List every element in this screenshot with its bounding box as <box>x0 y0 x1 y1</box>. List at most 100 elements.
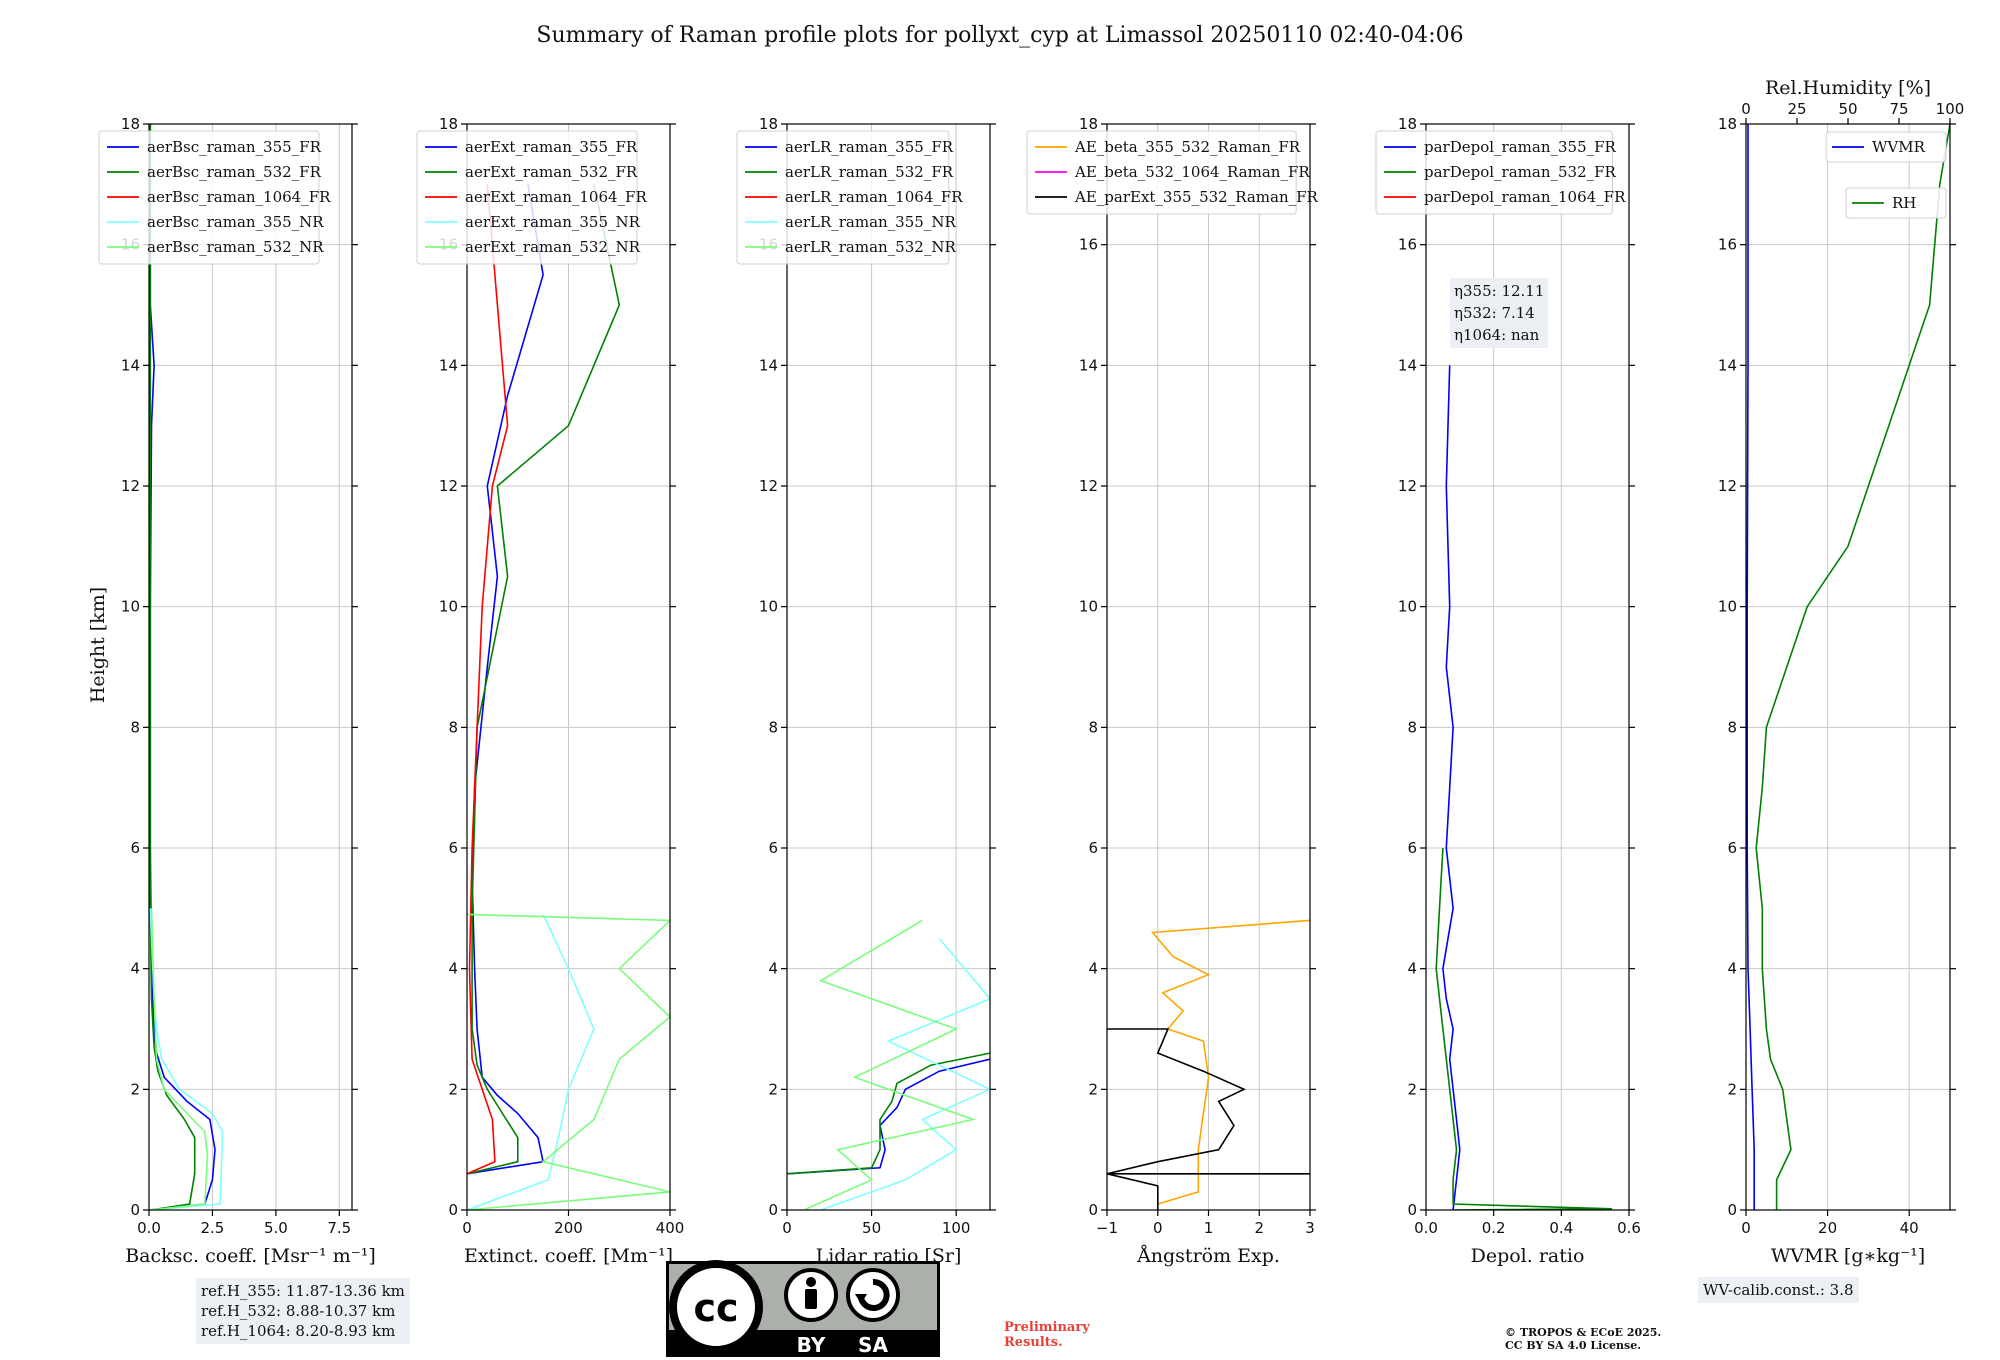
legend-label: parDepol_raman_532_FR <box>1424 163 1617 181</box>
y-tick-label: 0 <box>1088 1201 1098 1219</box>
eta-532: η532: 7.14 <box>1454 304 1535 322</box>
y-tick-label: 8 <box>130 718 140 736</box>
figure-title: Summary of Raman profile plots for polly… <box>536 23 1463 48</box>
axes-frame <box>148 123 353 1211</box>
y-tick-label: 2 <box>130 1080 140 1098</box>
y-tick-label: 10 <box>1398 598 1417 616</box>
x-axis-label: Extinct. coeff. [Mm⁻¹] <box>464 1245 673 1267</box>
legend-lidar_ratio: aerLR_raman_355_FR aerLR_raman_532_FR aerL… <box>736 130 963 265</box>
copyright-line-2: CC BY SA 4.0 License. <box>1505 1339 1642 1352</box>
series-line-parDepol_raman_532_FR <box>1435 847 1613 1210</box>
y-tick-label: 12 <box>1398 477 1417 495</box>
panel-extinction: 0246810121416180200400Extinct. coeff. [M… <box>416 115 685 1267</box>
x-tick-label: 20 <box>1818 1219 1837 1237</box>
series-line-aerLR_raman_532_FR <box>787 1052 990 1175</box>
legend-label: aerBsc_raman_1064_FR <box>147 188 331 206</box>
x-tick-label: 0 <box>1153 1219 1163 1237</box>
y-tick-label: 12 <box>1718 477 1737 495</box>
x-tick-label: 2 <box>1254 1219 1264 1237</box>
x-tick-label: −1 <box>1096 1219 1118 1237</box>
y-tick-label: 6 <box>1088 839 1098 857</box>
ref-h-355: ref.H_355: 11.87-13.36 km <box>201 1282 405 1300</box>
series-line-aerExt_raman_532_FR <box>467 184 621 1175</box>
legend-label: aerLR_raman_532_NR <box>785 238 956 256</box>
x-tick-label: 1 <box>1204 1219 1214 1237</box>
legend-label: parDepol_raman_355_FR <box>1424 138 1617 156</box>
y-tick-label: 18 <box>759 115 778 133</box>
y-tick-label: 10 <box>1079 598 1098 616</box>
y-tick-label: 6 <box>1407 839 1417 857</box>
series-line-aerLR_raman_355_FR <box>787 1058 990 1175</box>
y-tick-label: 6 <box>1727 839 1737 857</box>
y-tick-label: 0 <box>768 1201 778 1219</box>
y-tick-label: 4 <box>1407 960 1417 978</box>
eta-box: η355: 12.11 η532: 7.14 η1064: nan <box>1450 278 1549 348</box>
axes-frame <box>786 123 991 1211</box>
legend-label: aerLR_raman_355_NR <box>785 213 956 231</box>
y-tick-label: 18 <box>1079 115 1098 133</box>
series-line-parDepol_raman_355_FR <box>1442 365 1461 1210</box>
legend-label: aerBsc_raman_355_NR <box>147 213 324 231</box>
preliminary-line-1: Preliminary <box>1004 1320 1090 1335</box>
y-tick-label: 6 <box>768 839 778 857</box>
series-line-RH <box>1755 124 1950 1210</box>
x-tick-label: 0.6 <box>1617 1219 1641 1237</box>
y-tick-label: 14 <box>121 356 140 374</box>
y-tick-label: 6 <box>448 839 458 857</box>
logo-sa-text: SA <box>858 1333 888 1357</box>
y-tick-label: 12 <box>1079 477 1098 495</box>
wv-calib-box: WV-calib.const.: 3.8 <box>1698 1277 1859 1303</box>
y-tick-label: 2 <box>768 1080 778 1098</box>
y-tick-label: 18 <box>1718 115 1737 133</box>
y-tick-label: 2 <box>1088 1080 1098 1098</box>
y-tick-label: 16 <box>1079 236 1098 254</box>
y-tick-label: 18 <box>1398 115 1417 133</box>
x-tick-label: 0 <box>782 1219 792 1237</box>
series-line-aerLR_raman_532_NR <box>803 919 976 1210</box>
y-tick-label: 10 <box>121 598 140 616</box>
y-tick-label: 10 <box>1718 598 1737 616</box>
x-tick-label: 400 <box>656 1219 685 1237</box>
legend-label: AE_parExt_355_532_Raman_FR <box>1074 188 1319 206</box>
x-tick-label: 200 <box>554 1219 583 1237</box>
legend-WVMR: WVMR <box>1825 131 1947 163</box>
legend-label: aerExt_raman_532_FR <box>465 163 638 181</box>
series-line-aerBsc_raman_532_NR <box>150 908 209 1210</box>
reference-height-box: ref.H_355: 11.87-13.36 km ref.H_532: 8.8… <box>196 1278 410 1344</box>
legend-label: aerBsc_raman_532_FR <box>147 163 322 181</box>
series-line-aerExt_raman_1064_FR <box>467 184 509 1175</box>
x2-tick-label: 25 <box>1787 100 1806 118</box>
axes-frame <box>1425 123 1630 1211</box>
x-axis-label: WVMR [g∗kg⁻¹] <box>1771 1245 1925 1267</box>
preliminary-note: Preliminary Results. <box>1004 1320 1090 1350</box>
series-line-AE_parExt_355_532_Raman_FR <box>1107 1028 1310 1210</box>
y-tick-label: 14 <box>439 356 458 374</box>
y-tick-label: 8 <box>448 718 458 736</box>
x-tick-label: 0 <box>1741 1219 1751 1237</box>
x-tick-label: 0.2 <box>1482 1219 1506 1237</box>
x-tick-label: 0.0 <box>1414 1219 1438 1237</box>
x-axis-label: Depol. ratio <box>1471 1245 1585 1267</box>
y-tick-label: 8 <box>1407 718 1417 736</box>
x2-tick-label: 75 <box>1889 100 1908 118</box>
y-tick-label: 12 <box>759 477 778 495</box>
y-tick-label: 16 <box>1398 236 1417 254</box>
y-tick-label: 6 <box>130 839 140 857</box>
copyright-note: © TROPOS & ECoE 2025. CC BY SA 4.0 Licen… <box>1505 1326 1661 1352</box>
legend-label: aerBsc_raman_532_NR <box>147 238 324 256</box>
legend-extinction: aerExt_raman_355_FR aerExt_raman_532_FRae… <box>416 130 647 265</box>
preliminary-line-2: Results. <box>1004 1335 1063 1350</box>
x-tick-label: 100 <box>942 1219 971 1237</box>
series-line-WVMR <box>1746 124 1755 1210</box>
y-tick-label: 4 <box>768 960 778 978</box>
cc-by-sa-logo: cc BY SA <box>666 1260 940 1357</box>
x-tick-label: 3 <box>1305 1219 1315 1237</box>
legend-label: aerBsc_raman_355_FR <box>147 138 322 156</box>
y-tick-label: 4 <box>1727 960 1737 978</box>
legend-label: aerLR_raman_355_FR <box>785 138 954 156</box>
x-tick-label: 50 <box>862 1219 881 1237</box>
legend-label: WVMR <box>1872 138 1926 156</box>
